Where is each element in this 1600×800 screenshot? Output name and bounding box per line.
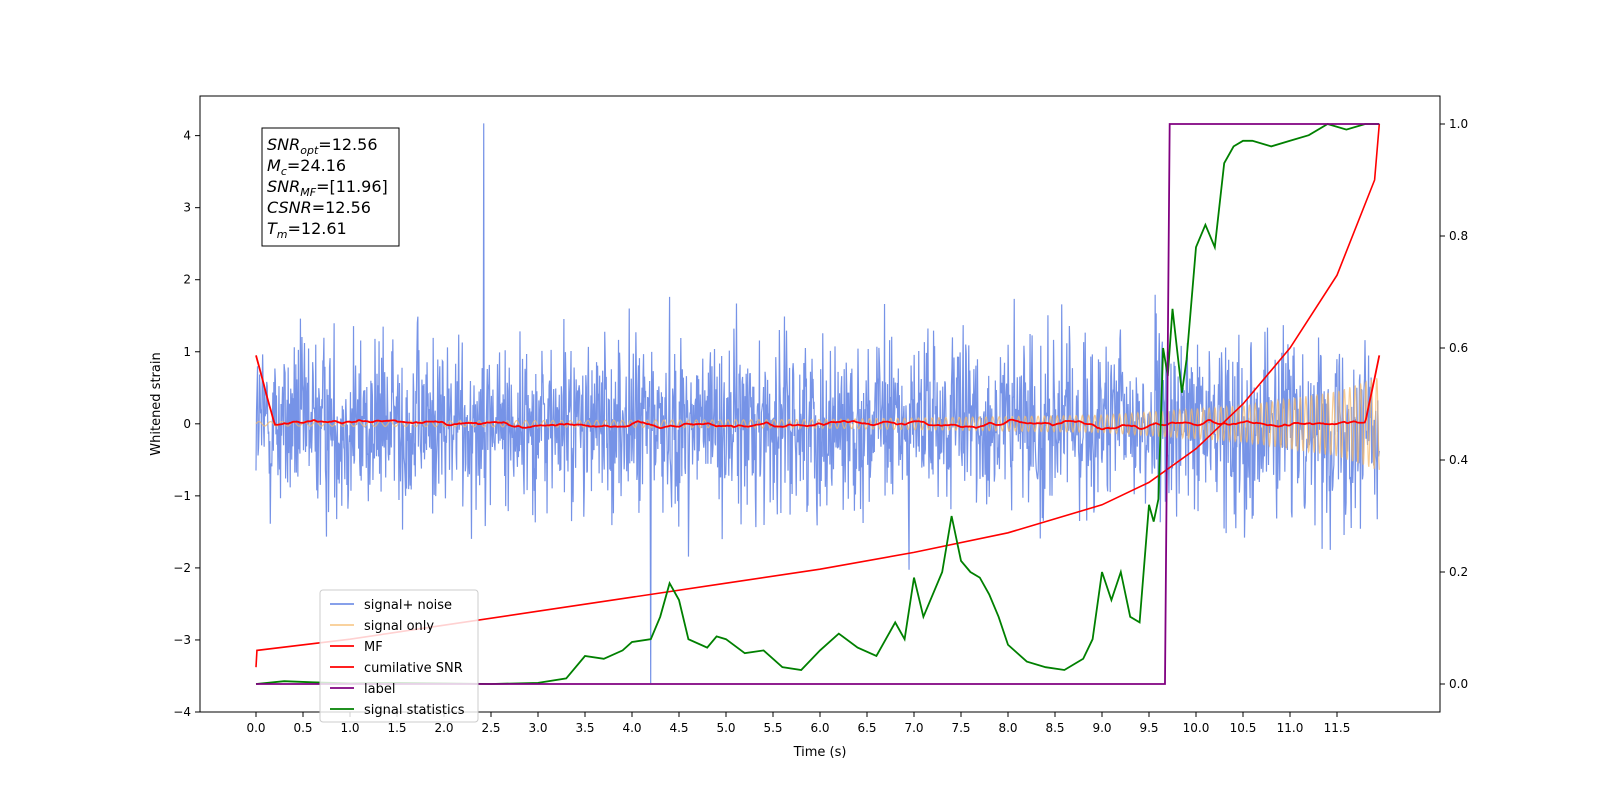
series-mf	[255, 355, 1381, 431]
x-tick-label: 8.0	[998, 721, 1017, 735]
x-tick-label: 8.5	[1045, 721, 1064, 735]
info-snr-opt: SNRopt=12.56	[267, 135, 378, 157]
parameter-info-box: SNRopt=12.56 Mc=24.16 SNRMF=[11.96] CSNR…	[261, 127, 400, 247]
x-tick-label: 1.0	[340, 721, 359, 735]
info-csnr: CSNR=12.56	[267, 198, 371, 217]
x-tick-label: 2.0	[434, 721, 453, 735]
x-tick-label: 4.0	[622, 721, 641, 735]
y-right-tick-label: 0.8	[1449, 229, 1468, 243]
y-left-tick-label: −2	[173, 561, 191, 575]
info-snr-mf: SNRMF=[11.96]	[267, 177, 388, 199]
x-tick-label: 10.0	[1183, 721, 1210, 735]
y-left-tick-label: 2	[183, 273, 191, 287]
y-right-tick-label: 0.6	[1449, 341, 1468, 355]
x-tick-label: 9.0	[1092, 721, 1111, 735]
info-tm: Tm=12.61	[267, 219, 347, 241]
y-axis-title: Whitened strain	[149, 352, 164, 455]
y-right-tick-label: 0.4	[1449, 453, 1468, 467]
x-tick-label: 11.0	[1277, 721, 1304, 735]
y-left-tick-label: 4	[183, 129, 191, 143]
x-tick-label: 6.5	[857, 721, 876, 735]
legend-entry-label: signal+ noise	[364, 598, 452, 613]
x-tick-label: 3.5	[575, 721, 594, 735]
x-axis: 0.0 0.5 1.0 1.5 2.0 2.5 3.0 3.5 4.0 4.5 5.0 5.5 6.0 6…	[246, 712, 1350, 735]
x-tick-label: 1.5	[387, 721, 406, 735]
x-tick-label: 5.5	[763, 721, 782, 735]
y-axis-right: 0.0 0.2 0.4 0.6 0.8 1.0	[1440, 117, 1468, 691]
x-tick-label: 7.0	[904, 721, 923, 735]
series-label	[256, 123, 1380, 685]
legend: signal+ noise signal only MF cumilative SNR…	[319, 589, 479, 723]
y-right-tick-label: 0.2	[1449, 565, 1468, 579]
legend-frame	[319, 589, 479, 723]
x-tick-label: 6.0	[810, 721, 829, 735]
y-left-tick-label: 0	[183, 417, 191, 431]
legend-entry-label: signal only	[364, 619, 434, 634]
legend-entry-label: signal statistics	[364, 703, 465, 718]
x-tick-label: 7.5	[951, 721, 970, 735]
y-right-tick-label: 1.0	[1449, 117, 1468, 131]
x-tick-label: 2.5	[481, 721, 500, 735]
y-right-tick-label: 0.0	[1449, 677, 1468, 691]
y-left-tick-label: −4	[173, 705, 191, 719]
x-tick-label: 9.5	[1139, 721, 1158, 735]
x-tick-label: 3.0	[528, 721, 547, 735]
y-axis-left: −4 −3 −2 −1 0 1 2 3 4	[173, 129, 200, 719]
x-tick-label: 5.0	[716, 721, 735, 735]
y-left-tick-label: −1	[173, 489, 191, 503]
series-signal-only	[255, 378, 1380, 470]
x-tick-label: 4.5	[669, 721, 688, 735]
y-left-tick-label: 1	[183, 345, 191, 359]
legend-entry-label: cumilative SNR	[364, 661, 463, 676]
info-box-frame	[261, 127, 400, 247]
y-left-tick-label: −3	[173, 633, 191, 647]
legend-entry-label: label	[364, 682, 395, 697]
x-tick-label: 0.5	[293, 721, 312, 735]
y-left-tick-label: 3	[183, 201, 191, 215]
series-signal-statistics	[255, 123, 1380, 685]
x-tick-label: 0.0	[246, 721, 265, 735]
x-tick-label: 10.5	[1230, 721, 1257, 735]
x-tick-label: 11.5	[1324, 721, 1351, 735]
legend-entry-label: MF	[364, 640, 383, 655]
x-axis-title: Time (s)	[793, 745, 847, 760]
info-mc: Mc=24.16	[267, 156, 346, 178]
